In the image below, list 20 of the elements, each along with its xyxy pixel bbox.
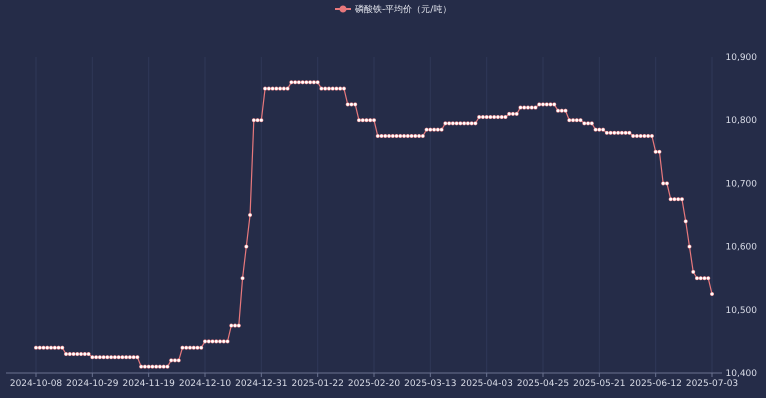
x-tick-label: 2024-12-31	[235, 379, 288, 389]
x-tick-label: 2024-12-10	[178, 379, 232, 389]
x-tick-label: 2025-02-20	[348, 379, 400, 389]
x-tick-label: 2025-01-22	[292, 379, 344, 389]
legend-label: 磷酸铁-平均价（元/吨）	[354, 4, 452, 15]
x-tick-label: 2025-04-25	[516, 379, 570, 389]
x-tick-label: 2024-11-19	[122, 379, 176, 389]
x-tick-label: 2025-06-12	[630, 379, 682, 389]
y-tick-label: 10,600	[726, 242, 758, 253]
y-tick-label: 10,900	[726, 53, 758, 63]
x-tick-label: 2025-07-03	[686, 379, 738, 389]
x-tick-label: 2024-10-29	[66, 379, 119, 389]
y-tick-label: 10,500	[726, 306, 758, 316]
x-tick-label: 2025-03-13	[404, 379, 456, 389]
y-tick-label: 10,700	[726, 179, 758, 190]
x-tick-label: 2024-10-08	[10, 379, 62, 389]
y-tick-label: 10,400	[726, 369, 758, 379]
x-tick-label: 2025-05-21	[573, 379, 626, 389]
x-tick-label: 2025-04-03	[460, 379, 513, 389]
y-tick-label: 10,800	[726, 116, 758, 126]
